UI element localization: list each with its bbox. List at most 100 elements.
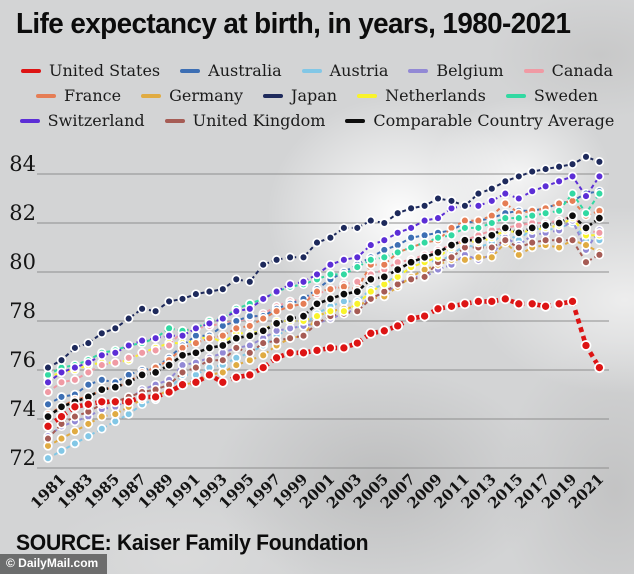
data-point <box>190 376 202 388</box>
legend-label: Australia <box>208 60 282 80</box>
legend-swatch-canada <box>523 68 544 73</box>
data-point <box>96 384 107 395</box>
data-point <box>594 188 605 199</box>
legend-item-united-kingdom: United Kingdom <box>164 112 325 129</box>
data-point <box>366 240 376 250</box>
data-point <box>392 208 403 218</box>
data-point <box>177 330 188 341</box>
data-point <box>83 431 94 441</box>
legend-item-japan: Japan <box>263 85 338 105</box>
data-point <box>110 323 121 334</box>
legend-label: Japan <box>291 85 338 105</box>
legend-swatch-france <box>36 93 57 98</box>
data-point <box>204 333 215 343</box>
data-point <box>245 277 255 287</box>
data-point <box>460 201 470 211</box>
source-credit: SOURCE: Kaiser Family Foundation <box>16 530 369 555</box>
data-point <box>56 392 67 402</box>
legend-label: Switzerland <box>47 110 145 130</box>
data-point <box>459 235 470 246</box>
data-point <box>433 213 443 223</box>
data-point <box>191 362 201 373</box>
y-tick-label: 78 <box>9 299 36 323</box>
data-point <box>554 206 564 216</box>
legend-item-belgium: Belgium <box>408 62 504 79</box>
series-line <box>47 155 600 369</box>
data-point <box>312 286 322 297</box>
data-point <box>527 186 537 196</box>
legend-label: Netherlands <box>385 85 486 105</box>
data-point <box>406 274 416 285</box>
data-point <box>43 362 53 373</box>
legend-item-united-states: United States <box>20 62 160 79</box>
data-point <box>540 220 551 231</box>
data-point <box>97 328 107 339</box>
data-point <box>379 271 390 282</box>
watermark: © DailyMail.com <box>0 553 108 574</box>
data-point <box>567 159 578 169</box>
data-point <box>83 419 94 429</box>
data-point <box>70 438 80 449</box>
data-point <box>285 301 295 312</box>
data-point <box>432 247 444 258</box>
data-point <box>56 355 67 365</box>
data-point <box>526 298 538 310</box>
data-point <box>500 198 511 209</box>
data-point <box>218 367 228 378</box>
y-tick-label: 74 <box>9 397 36 421</box>
series-line <box>47 219 601 438</box>
data-point <box>230 371 242 383</box>
legend-swatch-australia <box>180 68 201 73</box>
data-point <box>500 188 511 199</box>
data-point <box>366 215 376 226</box>
data-point <box>245 348 255 358</box>
data-point <box>258 294 268 304</box>
data-point <box>473 223 484 233</box>
data-point <box>339 269 349 280</box>
data-point <box>164 360 175 371</box>
data-point <box>406 242 416 253</box>
data-point <box>446 252 457 263</box>
data-point <box>581 240 591 250</box>
data-point <box>339 255 349 265</box>
data-point <box>204 369 215 381</box>
data-point <box>365 327 377 339</box>
data-point <box>527 210 537 221</box>
data-point <box>540 208 551 218</box>
data-point <box>352 286 363 297</box>
data-point <box>110 382 121 393</box>
data-point <box>191 338 201 348</box>
data-point <box>406 203 416 214</box>
data-point <box>82 398 94 410</box>
data-point <box>136 391 148 403</box>
data-point <box>392 320 404 332</box>
data-point <box>419 201 430 211</box>
data-point <box>218 355 228 365</box>
legend: United States Australia Austria Belgium Cana… <box>0 58 634 133</box>
data-point <box>123 353 134 363</box>
data-point <box>245 304 255 314</box>
data-point <box>43 433 53 444</box>
data-point <box>473 235 484 246</box>
data-point <box>150 391 161 403</box>
data-point <box>473 252 484 263</box>
data-point <box>594 213 605 224</box>
data-point <box>177 367 188 378</box>
data-point <box>392 247 403 258</box>
data-point <box>150 306 161 316</box>
legend-item-france: France <box>36 87 121 104</box>
data-point <box>554 235 564 245</box>
data-point <box>177 294 188 304</box>
data-point <box>298 347 309 359</box>
data-point <box>231 274 242 285</box>
data-point <box>218 284 228 294</box>
data-point <box>406 223 416 233</box>
data-point <box>244 369 256 381</box>
data-point <box>109 396 121 408</box>
data-point <box>177 350 188 361</box>
data-point <box>164 340 174 351</box>
legend-label: Germany <box>169 85 244 105</box>
data-point <box>298 252 309 263</box>
data-point <box>271 255 282 265</box>
data-point <box>271 286 282 297</box>
